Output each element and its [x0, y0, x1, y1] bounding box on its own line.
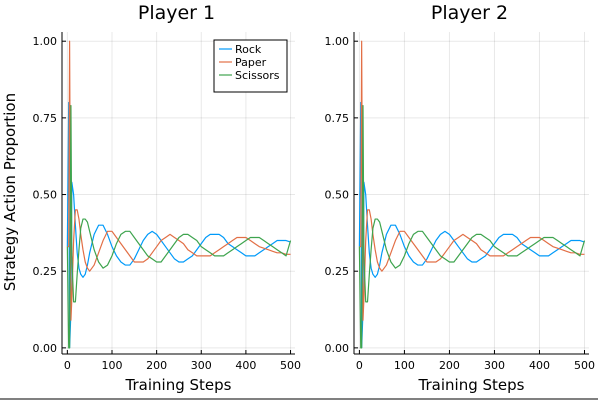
series-line-rock: [358, 101, 585, 349]
panel-player-1: 0 100 200 300 400 500 0.00 0.25 0.50 0.75 1.00 Play…: [33, 2, 302, 394]
series-line-scissors: [358, 104, 586, 349]
series-line-rock: [66, 101, 291, 349]
x-axis-label: Training Steps: [418, 376, 525, 394]
y-tick-label: 0.50: [325, 189, 350, 202]
series-line-paper: [359, 40, 585, 321]
series-line-paper: [67, 40, 291, 321]
y-tick-label: 0.50: [33, 189, 58, 202]
y-tick-label: 0.75: [33, 112, 58, 125]
y-tick-label: 1.00: [325, 35, 350, 48]
y-tick-label: 0.75: [325, 112, 350, 125]
y-tick-label: 0.00: [325, 342, 350, 355]
legend-label-scissors: Scissors: [235, 69, 280, 82]
x-tick-label: 500: [574, 359, 595, 372]
x-tick-label: 300: [191, 359, 212, 372]
y-tick-label: 0.25: [325, 265, 350, 278]
shared-y-axis-label: Strategy Action Proportion: [1, 93, 19, 291]
y-tick-label: 0.25: [33, 265, 58, 278]
x-axis-label: Training Steps: [125, 376, 232, 394]
x-tick-label: 400: [235, 359, 256, 372]
y-tick-label: 0.00: [33, 342, 58, 355]
x-tick-label: 300: [484, 359, 505, 372]
x-tick-label: 100: [394, 359, 415, 372]
y-tick-label: 1.00: [33, 35, 58, 48]
x-tick-label: 200: [146, 359, 167, 372]
x-tick-label: 100: [101, 359, 122, 372]
chart-title: Player 1: [138, 2, 215, 24]
panel-player-2: 0 100 200 300 400 500 0.00 0.25 0.50 0.75 1.00 Play…: [325, 2, 595, 394]
x-tick-label: 0: [356, 359, 363, 372]
series-line-scissors: [66, 104, 292, 349]
x-tick-label: 400: [529, 359, 550, 372]
chart-title: Player 2: [431, 2, 508, 24]
x-tick-label: 500: [280, 359, 301, 372]
x-tick-label: 0: [64, 359, 71, 372]
legend-label-paper: Paper: [235, 56, 267, 69]
x-tick-label: 200: [439, 359, 460, 372]
legend-label-rock: Rock: [235, 43, 262, 56]
